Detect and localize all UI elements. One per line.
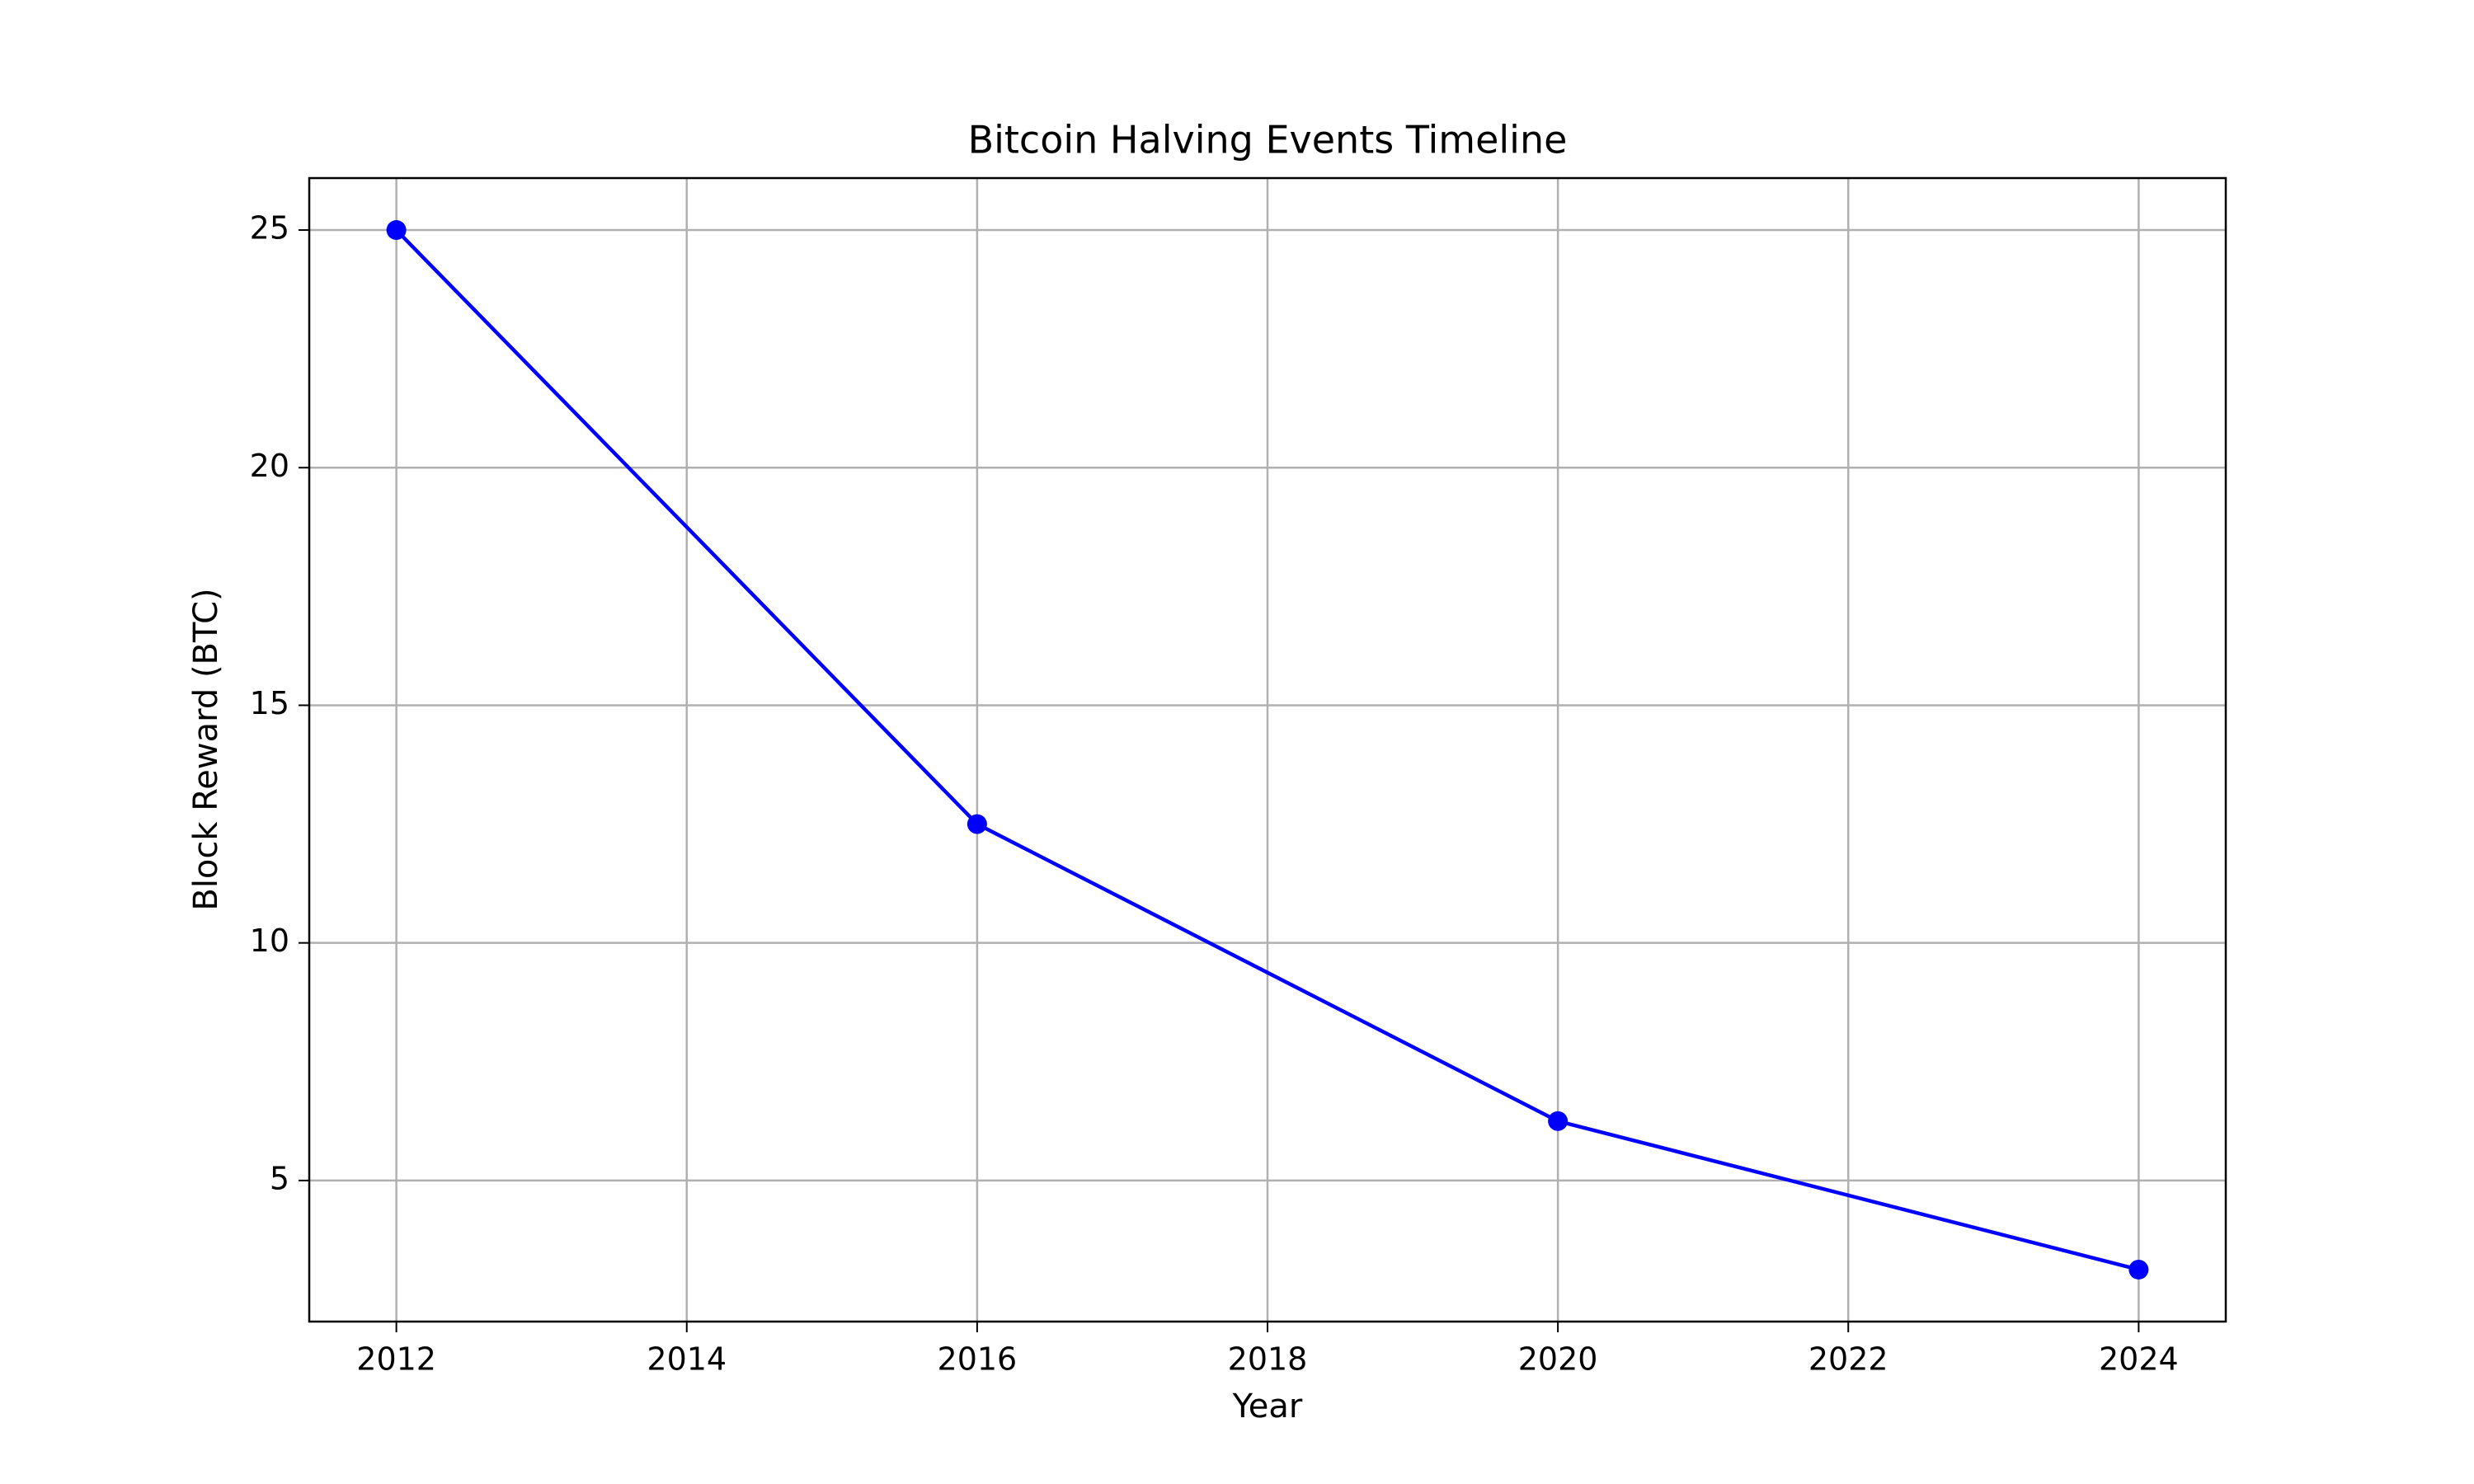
y-tick-label: 5 (270, 1160, 289, 1196)
y-tick-label: 10 (250, 923, 289, 959)
plot-frame (308, 176, 2227, 1323)
line (395, 228, 2139, 1272)
y-tick-label: 25 (250, 210, 289, 247)
point (967, 814, 987, 834)
y-axis-label: Block Reward (BTC) (187, 588, 225, 910)
x-tick-label: 2018 (1228, 1341, 1308, 1378)
x-tick-label: 2020 (1518, 1341, 1598, 1378)
y-tick-label: 20 (250, 448, 289, 484)
chart-title: Bitcoin Halving Events Timeline (968, 118, 1568, 162)
x-tick-label: 2014 (647, 1341, 727, 1378)
x-axis-label: Year (1232, 1388, 1303, 1425)
x-tick-label: 2024 (2099, 1341, 2179, 1378)
x-tick-label: 2012 (356, 1341, 436, 1378)
x-tick-label: 2022 (1808, 1341, 1888, 1378)
point (386, 220, 407, 241)
point (2128, 1259, 2149, 1280)
y-tick-label: 15 (250, 685, 289, 721)
x-tick-label: 2016 (938, 1341, 1018, 1378)
point (1548, 1111, 1569, 1131)
